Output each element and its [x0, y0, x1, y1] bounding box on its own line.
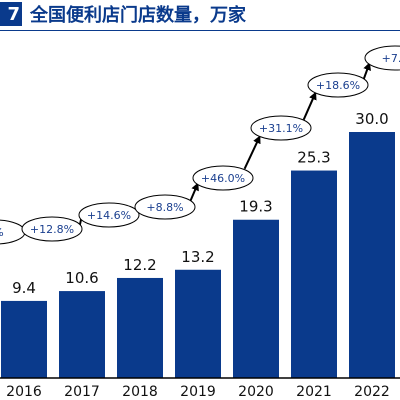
bar-2018 [117, 277, 163, 378]
bar-2016 [1, 300, 47, 378]
chart-header: 7 全国便利店门店数量，万家 [0, 0, 400, 28]
value-label-2019: 13.2 [181, 248, 214, 266]
bars-layer [1, 132, 395, 378]
growth-label-6: +18.6% [316, 79, 360, 92]
growth-label-0: 8% [0, 226, 4, 239]
trend-arrow-6 [362, 62, 371, 80]
x-tick-label-2018: 2018 [122, 384, 158, 400]
bar-2017 [59, 291, 105, 378]
x-axis-layer: 2016 2017 2018 2019 2020 2021 2022 [0, 377, 400, 400]
value-label-2018: 12.2 [123, 256, 156, 274]
growth-bubble-5 [250, 115, 312, 141]
x-tick-label-2020: 2020 [238, 384, 274, 400]
growth-bubble-3 [134, 194, 196, 220]
x-tick-label-2022: 2022 [354, 384, 390, 400]
growth-bubble-6 [307, 72, 369, 98]
growth-label-3: +8.8% [146, 201, 183, 214]
growth-annotations-layer: 8% +12.8% +14.6% +8.8% +46.0% +31.1% +18.6% +7.… [0, 45, 400, 245]
growth-bubble-1 [21, 216, 83, 242]
growth-label-5: +31.1% [259, 122, 303, 135]
chart-title: 全国便利店门店数量，万家 [30, 5, 246, 26]
trend-arrow-4 [243, 135, 261, 170]
growth-label-7: +7.0 [382, 52, 400, 65]
bar-2020 [233, 219, 279, 378]
value-label-2022: 30.0 [355, 110, 388, 128]
growth-bubble-7 [364, 45, 400, 71]
bar-2019 [175, 269, 221, 378]
value-label-2021: 25.3 [297, 149, 330, 167]
x-tick-label-2019: 2019 [180, 384, 216, 400]
value-label-2020: 19.3 [239, 198, 272, 216]
value-label-2017: 10.6 [65, 269, 98, 287]
growth-label-2: +14.6% [87, 209, 131, 222]
growth-label-4: +46.0% [201, 172, 245, 185]
growth-bubble-4 [192, 165, 254, 191]
bar-2022 [349, 132, 395, 378]
trend-arrow-3 [189, 182, 199, 202]
value-labels-layer: 9.4 10.6 12.2 13.2 19.3 25.3 30.0 [12, 110, 389, 297]
x-tick-label-2016: 2016 [6, 384, 42, 400]
trend-arrow-5 [302, 91, 317, 120]
growth-label-1: +12.8% [30, 223, 74, 236]
header-divider [0, 30, 400, 31]
growth-bubble-0 [0, 219, 26, 245]
x-tick-label-2021: 2021 [296, 384, 332, 400]
value-label-2016: 9.4 [12, 279, 36, 297]
growth-bubble-2 [78, 202, 140, 228]
figure-number-badge: 7 [0, 2, 22, 26]
x-tick-label-2017: 2017 [64, 384, 100, 400]
bar-2021 [291, 170, 337, 378]
